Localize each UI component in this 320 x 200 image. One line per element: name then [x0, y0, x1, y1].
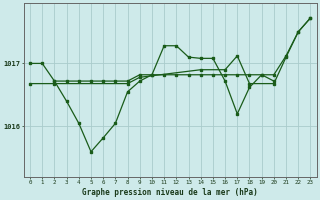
X-axis label: Graphe pression niveau de la mer (hPa): Graphe pression niveau de la mer (hPa)	[82, 188, 258, 197]
